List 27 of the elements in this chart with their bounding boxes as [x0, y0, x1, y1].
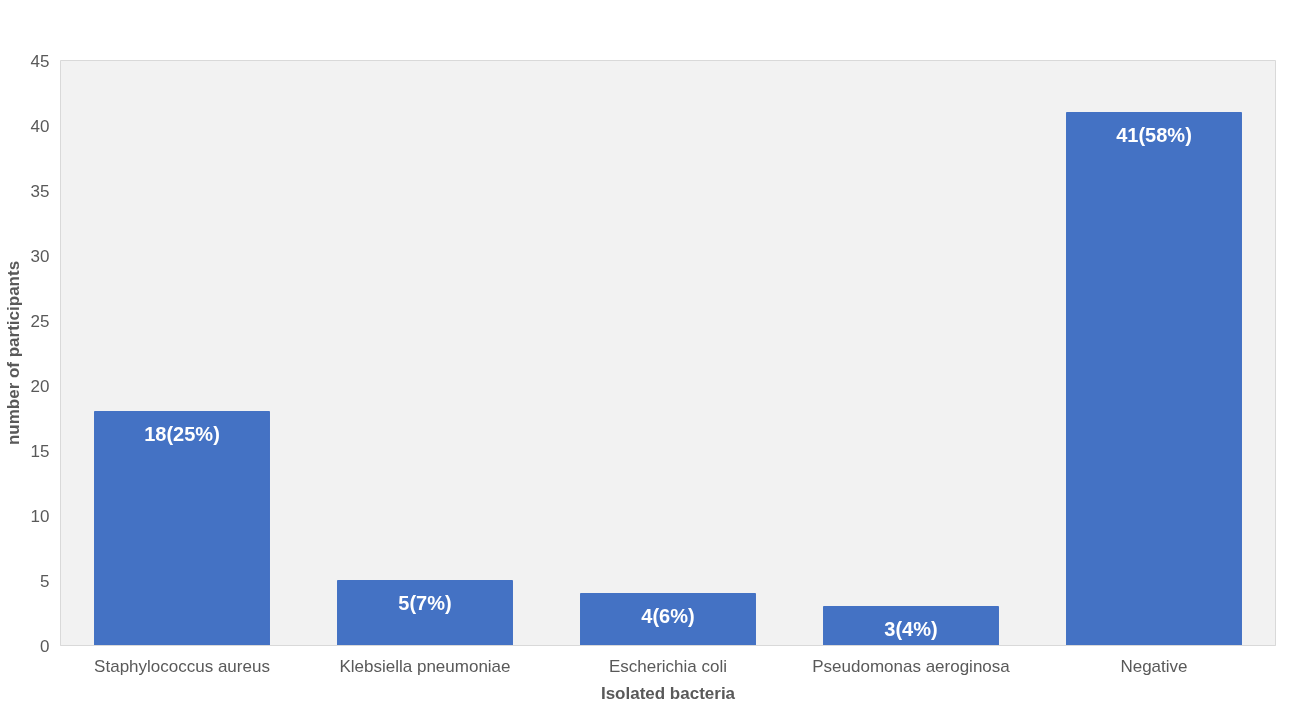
- data-label: 18(25%): [144, 422, 220, 445]
- y-tick-label: 25: [30, 311, 50, 331]
- y-tick-label: 5: [40, 571, 50, 591]
- x-axis-title: Isolated bacteria: [600, 683, 736, 703]
- x-tick-label: Negative: [1120, 656, 1188, 676]
- y-tick-label: 15: [30, 441, 50, 461]
- bar: [823, 606, 999, 646]
- y-tick-label: 40: [30, 116, 50, 136]
- y-tick-label: 10: [30, 506, 50, 526]
- x-tick-label: Pseudomonas aeroginosa: [812, 656, 1011, 676]
- x-tick-label: Escherichia coli: [608, 656, 728, 676]
- x-tick-label: Staphylococcus aureus: [94, 656, 270, 676]
- data-label: 3(4%): [884, 617, 938, 640]
- data-label: 4(6%): [641, 604, 695, 627]
- bar: [1066, 112, 1242, 646]
- y-tick-label: 0: [40, 636, 50, 656]
- y-tick-label: 30: [30, 246, 50, 266]
- y-tick-label: 35: [30, 181, 50, 201]
- data-label: 5(7%): [398, 591, 452, 614]
- bar: [580, 593, 756, 646]
- y-tick-label: 45: [30, 51, 50, 71]
- y-tick-label: 20: [30, 376, 50, 396]
- y-axis-title: number of participants: [3, 260, 23, 446]
- bar: [337, 580, 513, 646]
- data-label: 41(58%): [1116, 123, 1192, 146]
- bar: [94, 411, 270, 646]
- x-tick-label: Klebsiella pneumoniae: [339, 656, 511, 676]
